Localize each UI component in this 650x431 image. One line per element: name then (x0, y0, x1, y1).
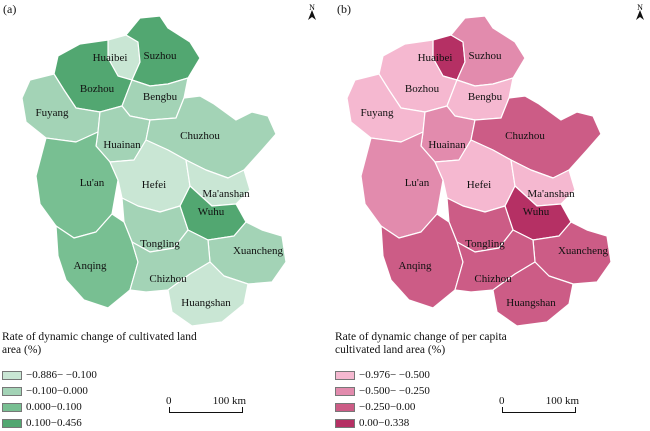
legend-item: −0.976− −0.500 (335, 367, 430, 383)
legend-swatch (2, 370, 22, 380)
city-label: Hefei (467, 179, 491, 191)
legend-label: 0.00−0.338 (359, 417, 410, 429)
legend-label: −0.976− −0.500 (359, 369, 430, 381)
legend-item: −0.886− −0.100 (2, 367, 97, 383)
city-label: Huainan (103, 139, 141, 151)
city-label: Chizhou (474, 273, 512, 285)
map-panel-a: (a) Huaibei Suzhou Bozhou Bengbu Fuyang Huain… (2, 2, 321, 431)
legend-swatch (2, 418, 22, 428)
city-label: Suzhou (144, 50, 178, 62)
legend-item: 0.00−0.338 (335, 415, 430, 431)
city-label: Huangshan (181, 297, 231, 309)
legend-label: −0.250−0.00 (359, 401, 416, 413)
city-label: Ma'anshan (527, 188, 575, 200)
region-huangshan (167, 261, 249, 327)
choropleth-map: Huaibei Suzhou Bozhou Bengbu Fuyang Huainan Ch… (346, 15, 612, 327)
city-label: Anqing (74, 260, 108, 272)
city-label: Xuancheng (233, 245, 284, 257)
panel-label: (a) (3, 2, 17, 16)
scale-bar-line (169, 407, 243, 413)
scale-start-label: 0 (166, 395, 172, 407)
north-arrow-icon: N (303, 2, 321, 20)
scale-end-label: 100 km (212, 395, 246, 407)
legend-title: Rate of dynamic change of per capita cul… (335, 331, 507, 356)
north-label: N (637, 3, 643, 12)
city-label: Fuyang (361, 107, 395, 119)
city-label: Chuzhou (180, 130, 220, 142)
city-label: Bengbu (143, 91, 178, 103)
city-label: Lu'an (80, 177, 105, 189)
scale-bar: 0 100 km (166, 395, 246, 425)
legend: −0.976− −0.500 −0.500− −0.250 −0.250−0.0… (335, 367, 430, 431)
city-label: Tongling (140, 238, 180, 250)
legend-item: −0.500− −0.250 (335, 383, 430, 399)
city-label: Huainan (428, 139, 466, 151)
city-label: Huaibei (418, 52, 453, 64)
legend-item: −0.250−0.00 (335, 399, 430, 415)
scale-bar: 0 100 km (499, 395, 579, 425)
scale-bar-line (502, 407, 576, 413)
city-label: Fuyang (36, 107, 70, 119)
legend-swatch (335, 386, 355, 396)
city-label: Wuhu (523, 206, 550, 218)
legend-label: −0.886− −0.100 (26, 369, 97, 381)
city-label: Suzhou (469, 50, 503, 62)
legend-label: −0.500− −0.250 (359, 385, 430, 397)
scale-end-label: 100 km (545, 395, 579, 407)
legend-item: −0.100−0.000 (2, 383, 97, 399)
city-label: Bozhou (405, 83, 440, 95)
legend-swatch (335, 402, 355, 412)
city-label: Wuhu (198, 206, 225, 218)
legend-item: 0.000−0.100 (2, 399, 97, 415)
north-label: N (309, 3, 315, 12)
scale-start-label: 0 (499, 395, 505, 407)
city-label: Ma'anshan (202, 188, 250, 200)
city-label: Tongling (465, 238, 505, 250)
city-label: Huangshan (506, 297, 556, 309)
legend-swatch (2, 402, 22, 412)
legend-title: Rate of dynamic change of cultivated lan… (2, 331, 197, 356)
legend-swatch (2, 386, 22, 396)
city-label: Anqing (399, 260, 433, 272)
city-label: Bozhou (80, 83, 115, 95)
city-label: Chuzhou (505, 130, 545, 142)
legend-swatch (335, 418, 355, 428)
city-label: Xuancheng (558, 245, 609, 257)
legend: −0.886− −0.100 −0.100−0.000 0.000−0.100 … (2, 367, 97, 431)
city-label: Huaibei (93, 52, 128, 64)
legend-label: −0.100−0.000 (26, 385, 88, 397)
region-huangshan (492, 261, 574, 327)
city-label: Hefei (142, 179, 166, 191)
choropleth-map: Huaibei Suzhou Bozhou Bengbu Fuyang Huainan Ch… (21, 15, 287, 327)
city-label: Chizhou (149, 273, 187, 285)
city-label: Bengbu (468, 91, 503, 103)
legend-label: 0.100−0.456 (26, 417, 82, 429)
legend-swatch (335, 370, 355, 380)
north-arrow-icon: N (631, 2, 649, 20)
city-label: Lu'an (405, 177, 430, 189)
panel-label: (b) (337, 2, 351, 16)
legend-label: 0.000−0.100 (26, 401, 82, 413)
legend-item: 0.100−0.456 (2, 415, 97, 431)
map-panel-b: (b) Huaibei Suzhou Bozhou Bengbu Fuyang Huain… (325, 0, 650, 431)
